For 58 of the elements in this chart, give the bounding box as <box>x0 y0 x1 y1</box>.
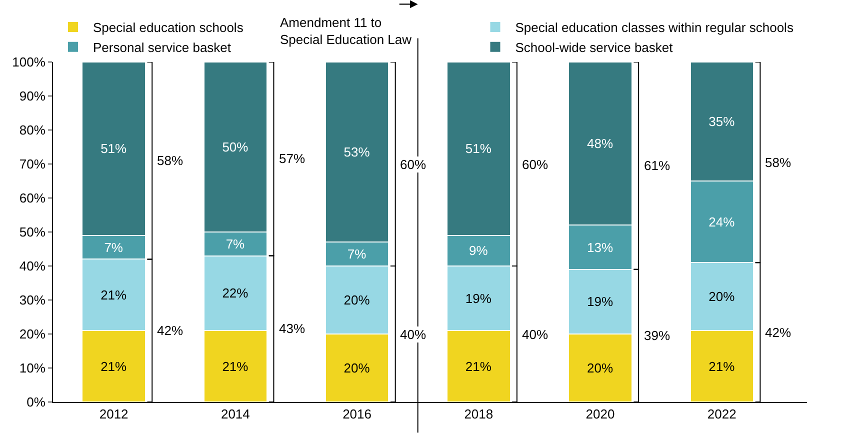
y-tick-label: 20% <box>19 326 46 342</box>
y-tick-label: 100% <box>12 54 46 70</box>
x-tick-label: 2018 <box>464 406 494 422</box>
y-tick-label: 90% <box>19 88 46 104</box>
data-label: 7% <box>226 236 246 252</box>
data-label: 20% <box>587 360 614 376</box>
data-label: 13% <box>587 240 614 255</box>
ref-line-label: Amendment 11 to Special Education Law <box>280 15 412 47</box>
legend-label: Personal service basket <box>93 40 232 55</box>
data-label: 20% <box>344 360 370 376</box>
data-label: 20% <box>344 292 370 308</box>
legend-label: Special education schools <box>93 20 244 36</box>
data-label: 7% <box>347 246 367 262</box>
annotation: 43% <box>279 321 306 336</box>
x-tick-label: 2012 <box>99 406 128 422</box>
data-label: 48% <box>587 136 614 152</box>
data-label: 22% <box>222 286 249 301</box>
data-label: 24% <box>708 214 736 230</box>
annotation: 58% <box>157 153 184 168</box>
data-label: 21% <box>100 287 128 302</box>
y-tick-label: 80% <box>19 122 46 138</box>
annotation: 42% <box>765 325 792 340</box>
x-tick-label: 2016 <box>342 406 372 422</box>
y-tick-label: 30% <box>19 292 46 308</box>
data-label: 21% <box>100 358 128 374</box>
annotation: 57% <box>279 151 306 166</box>
data-label: 51% <box>465 141 492 156</box>
annotation: 60% <box>400 157 426 172</box>
data-label: 50% <box>222 140 249 154</box>
y-tick-label: 50% <box>19 224 46 240</box>
annotation: 60% <box>522 157 548 172</box>
data-label: 21% <box>708 358 736 374</box>
data-label: 19% <box>465 290 492 306</box>
legend-label: School-wide service basket <box>515 40 674 55</box>
data-label: 21% <box>465 358 492 374</box>
data-label: 7% <box>104 240 124 255</box>
legend-label: Special education classes within regular schools <box>515 20 794 36</box>
annotation: 40% <box>522 327 548 342</box>
annotation: 39% <box>644 328 670 343</box>
data-label: 20% <box>708 289 736 304</box>
annotation: 58% <box>765 155 792 170</box>
y-tick-label: 40% <box>19 258 46 274</box>
annotation: 40% <box>400 327 426 342</box>
annotation: 42% <box>157 323 184 338</box>
x-tick-label: 2014 <box>220 406 250 422</box>
data-label: 35% <box>708 114 736 129</box>
x-tick-label: 2022 <box>707 406 736 422</box>
y-tick-label: 60% <box>19 190 46 206</box>
data-label: 21% <box>222 358 249 374</box>
data-label: 9% <box>469 243 488 258</box>
annotation: 61% <box>644 158 670 173</box>
y-tick-label: 0% <box>26 394 46 410</box>
y-tick-label: 10% <box>19 360 46 376</box>
data-label: 19% <box>587 294 614 310</box>
data-label: 53% <box>344 144 370 160</box>
y-tick-label: 70% <box>19 156 46 172</box>
x-tick-label: 2020 <box>586 406 615 422</box>
data-label: 51% <box>100 141 128 156</box>
